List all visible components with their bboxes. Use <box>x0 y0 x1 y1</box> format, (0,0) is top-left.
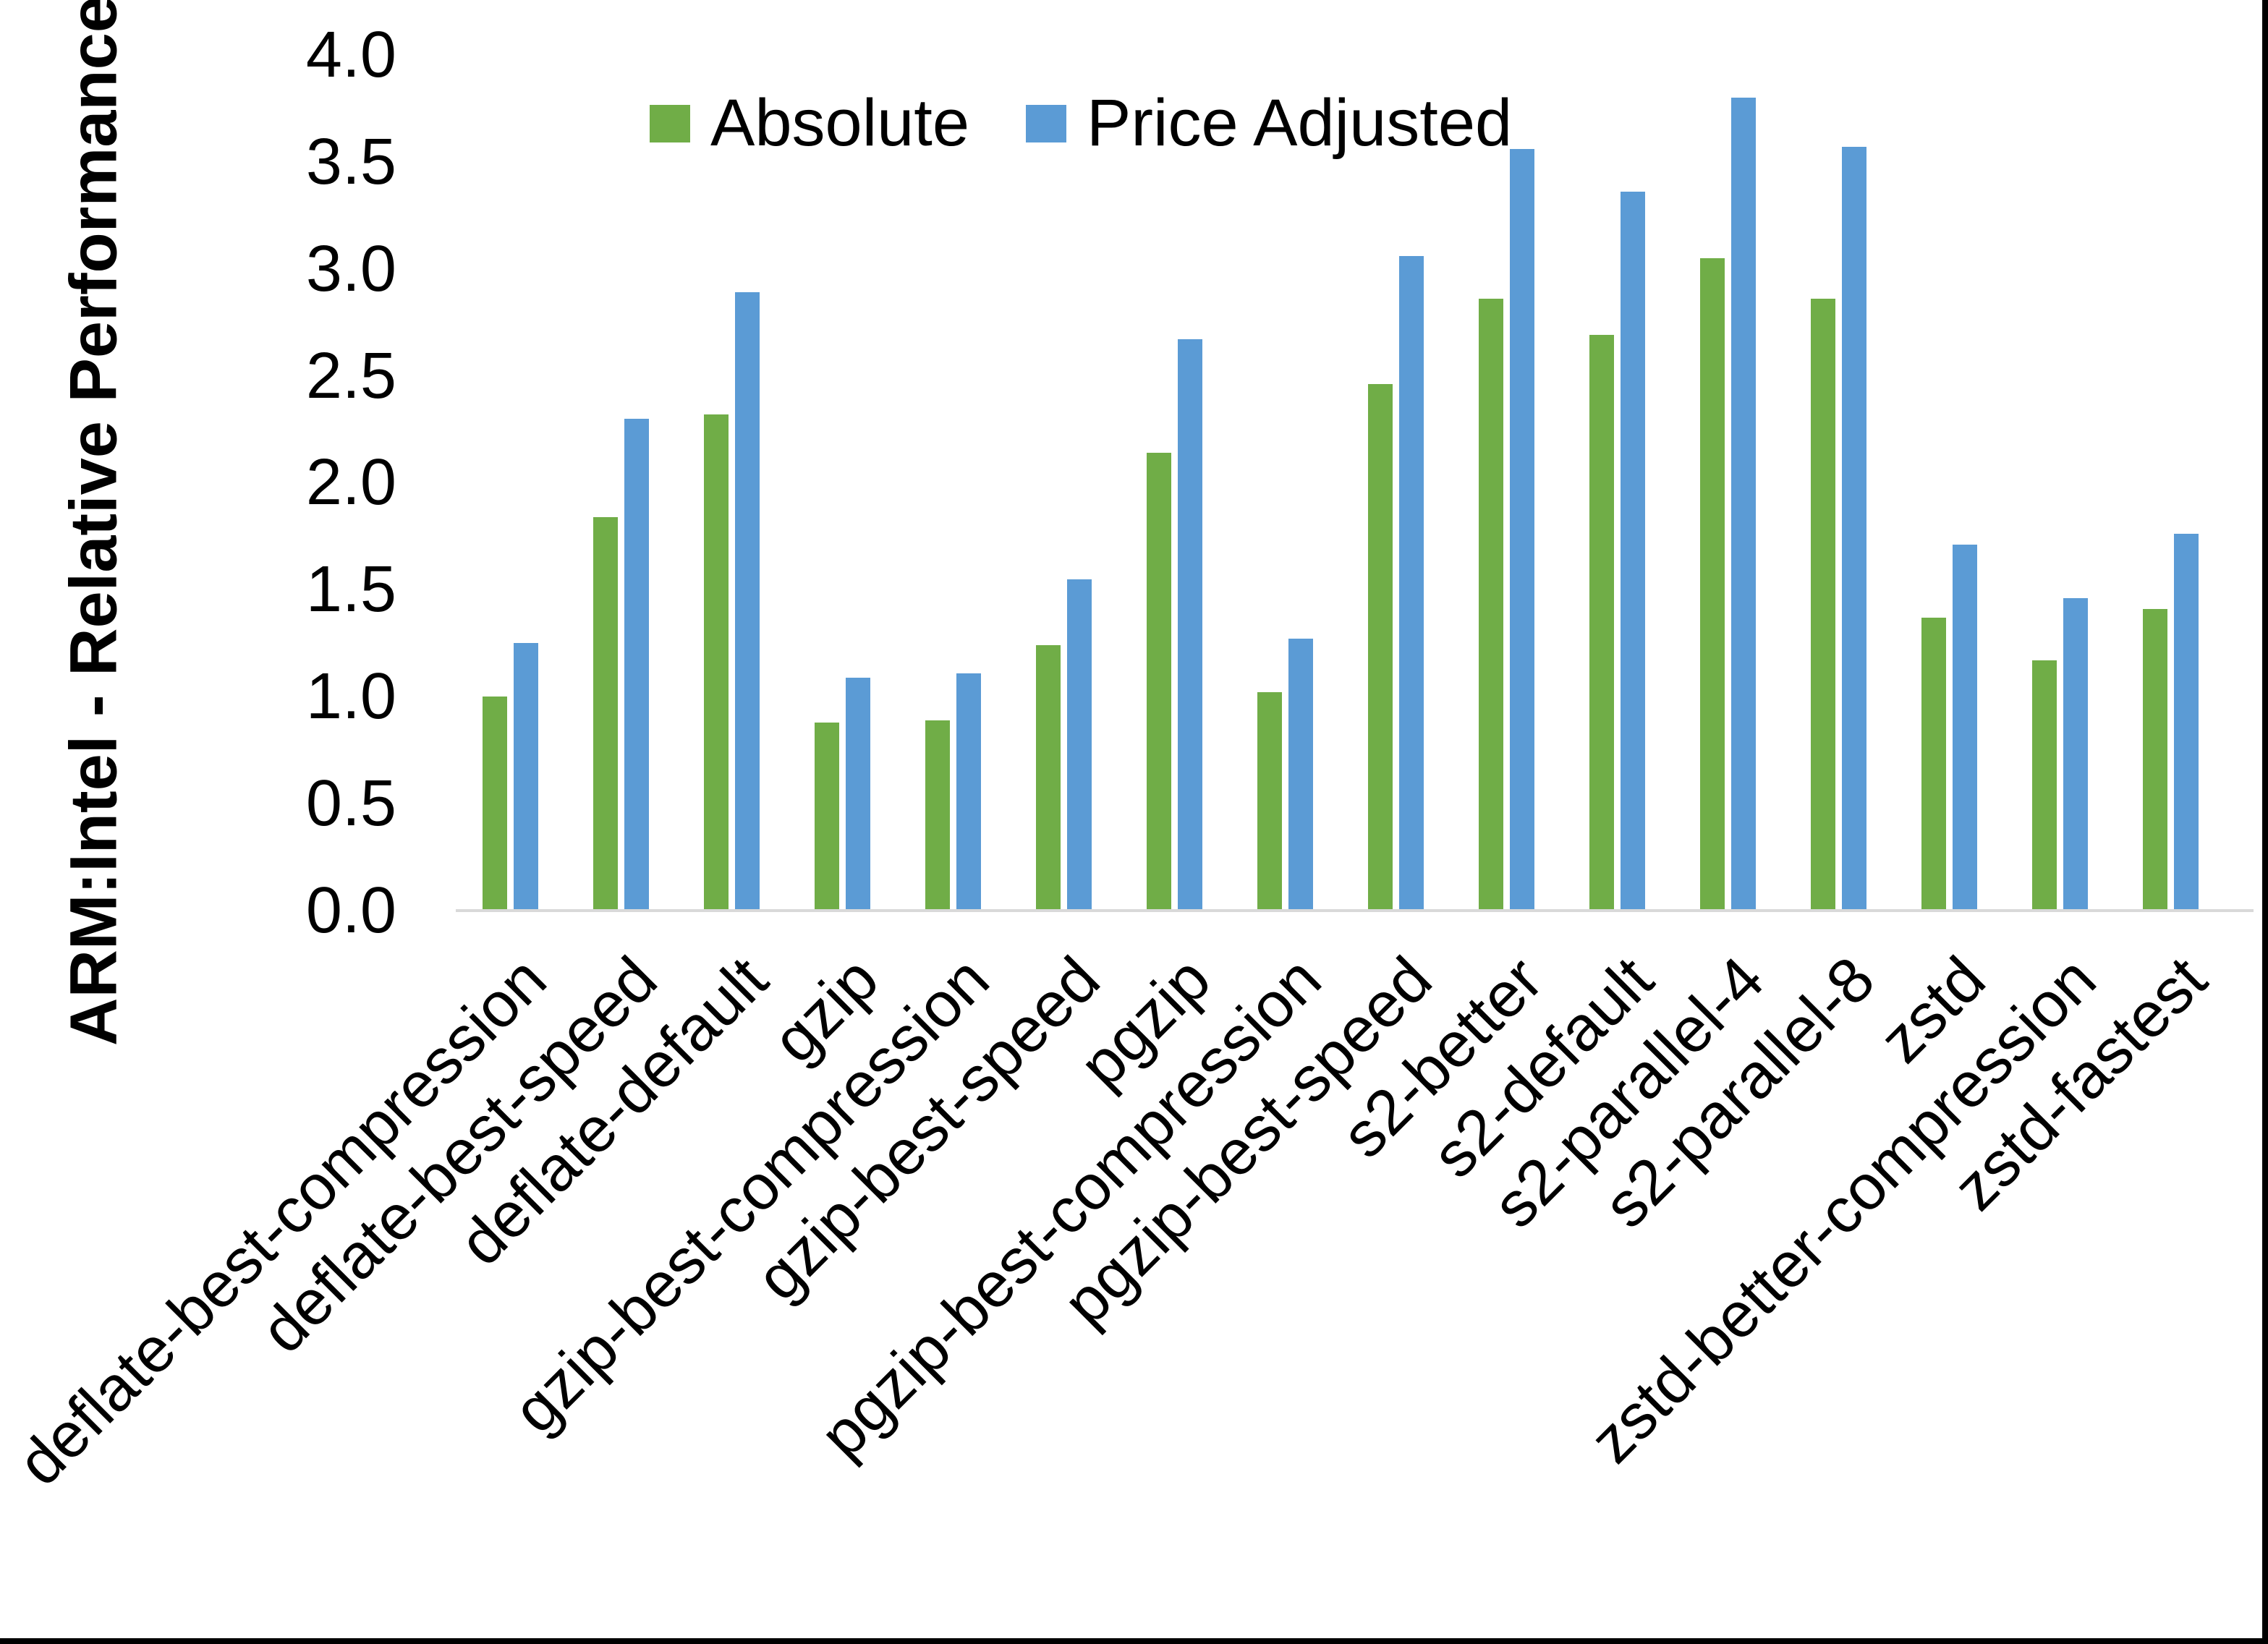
bar-deflate-best-speed-price-adjusted <box>624 419 649 911</box>
bar-deflate-best-compression-price-adjusted <box>514 643 538 911</box>
y-tick-label-1.0: 1.0 <box>305 660 396 733</box>
legend-label-price-adjusted: Price Adjusted <box>1087 86 1513 160</box>
bar-pgzip-price-adjusted <box>1178 339 1202 911</box>
legend-swatch-absolute <box>650 104 690 142</box>
y-tick-label-3.5: 3.5 <box>305 125 396 198</box>
bar-zstd-better-compression-price-adjusted <box>2063 598 2088 911</box>
x-axis-line <box>456 909 2254 912</box>
bar-zstd-fastest-price-adjusted <box>2174 534 2199 911</box>
y-tick-label-2.0: 2.0 <box>305 446 396 519</box>
y-tick-label-3.0: 3.0 <box>305 232 396 305</box>
bar-gzip-best-speed-price-adjusted <box>1067 579 1092 911</box>
y-tick-label-4.0: 4.0 <box>305 18 396 91</box>
bar-gzip-absolute <box>815 723 839 911</box>
bar-zstd-price-adjusted <box>1953 545 1977 911</box>
bar-s2-better-price-adjusted <box>1510 149 1534 911</box>
legend-swatch-price-adjusted <box>1026 104 1067 142</box>
y-axis-title: ARM:Intel - Relative Performance <box>56 0 131 1046</box>
bar-zstd-better-compression-absolute <box>2032 660 2057 911</box>
y-tick-label-1.5: 1.5 <box>305 553 396 626</box>
bar-zstd-fastest-absolute <box>2143 609 2167 911</box>
bar-deflate-best-speed-absolute <box>593 517 618 911</box>
legend-item-price-adjusted: Price Adjusted <box>1026 85 1512 161</box>
bar-s2-parallel-4-absolute <box>1700 258 1725 911</box>
bar-deflate-default-price-adjusted <box>735 292 760 911</box>
y-tick-label-2.5: 2.5 <box>305 339 396 412</box>
bar-pgzip-absolute <box>1147 453 1171 911</box>
bar-deflate-default-absolute <box>704 414 729 911</box>
bar-zstd-absolute <box>1921 618 1946 911</box>
bar-pgzip-best-compression-absolute <box>1257 692 1282 911</box>
bar-s2-default-absolute <box>1589 335 1614 911</box>
legend-item-absolute: Absolute <box>650 85 969 161</box>
bar-pgzip-best-compression-price-adjusted <box>1288 639 1313 911</box>
bar-s2-better-absolute <box>1479 299 1503 911</box>
bar-pgzip-best-speed-price-adjusted <box>1399 256 1424 911</box>
window-bottom-border <box>0 1638 2268 1644</box>
y-tick-label-0.0: 0.0 <box>305 874 396 947</box>
window-right-border <box>2262 0 2268 1644</box>
bar-s2-parallel-8-absolute <box>1811 299 1835 911</box>
y-tick-label-0.5: 0.5 <box>305 767 396 840</box>
bar-gzip-price-adjusted <box>846 678 870 911</box>
bar-s2-parallel-8-price-adjusted <box>1842 147 1866 911</box>
bar-s2-default-price-adjusted <box>1621 192 1645 911</box>
legend: Absolute Price Adjusted <box>650 85 1512 161</box>
bar-pgzip-best-speed-absolute <box>1368 384 1393 911</box>
bar-s2-parallel-4-price-adjusted <box>1731 98 1756 911</box>
bar-gzip-best-compression-price-adjusted <box>956 673 981 911</box>
bar-gzip-best-compression-absolute <box>925 720 950 911</box>
bar-deflate-best-compression-absolute <box>483 697 507 911</box>
bar-gzip-best-speed-absolute <box>1036 645 1061 911</box>
legend-label-absolute: Absolute <box>710 86 970 160</box>
